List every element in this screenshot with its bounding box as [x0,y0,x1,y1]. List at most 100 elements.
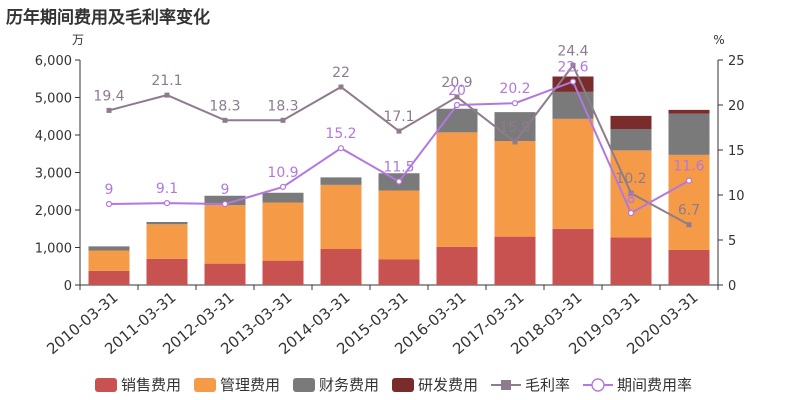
bar-segment [668,109,710,114]
data-point [453,101,461,109]
chart-title: 历年期间费用及毛利率变化 [6,8,210,28]
legend-marker [501,380,511,390]
data-label: 22.6 [557,60,588,76]
data-label: 18.3 [209,98,240,114]
bar-segment [436,108,478,133]
bar-segment [552,228,594,285]
legend-label: 毛利率 [525,376,570,394]
legend-swatch [194,378,216,392]
data-label: 24.4 [557,43,588,59]
data-point [628,190,634,196]
bar-segment [320,249,362,285]
data-label: 9.1 [156,181,178,197]
legend-label: 财务费用 [319,376,379,394]
data-label: 9 [221,182,230,198]
data-label: 15.2 [325,126,356,142]
y-right-tick-label: 10 [728,189,745,204]
data-label: 20.2 [499,81,530,97]
bar-segment [436,246,478,285]
legend-label: 管理费用 [220,376,280,394]
bar-segment [146,224,188,259]
bar-segment [610,115,652,129]
bar-segment [668,249,710,285]
data-point [163,200,171,207]
bar-segment [262,260,304,285]
bar-segment [320,177,362,185]
legend-label: 研发费用 [418,376,478,394]
bar-segment [320,184,362,249]
bar-segment [204,195,246,206]
y-left-tick-label: 0 [64,279,72,294]
bar-segment [436,132,478,247]
bar-segment [146,258,188,285]
legend-swatch [293,378,315,392]
y-left-tick-label: 1,000 [35,242,72,257]
data-label: 10.9 [267,165,298,181]
data-point [570,62,576,68]
bar-segment [378,190,420,260]
bar-segment [88,246,130,251]
bar-segment [262,192,304,203]
y-left-tick-label: 5,000 [35,92,72,107]
y-right-tick-label: 20 [728,99,745,114]
data-point [222,117,228,123]
bar-segment [610,237,652,285]
data-label: 22 [332,65,350,81]
data-label: 11.6 [673,159,704,175]
data-label: 9 [105,182,114,198]
data-label: 15.9 [499,120,530,136]
data-label: 21.1 [151,73,182,89]
data-point [512,139,518,145]
legend-swatch [95,378,117,392]
bar-segment [204,205,246,264]
legend-swatch [392,378,414,392]
bar-segment [668,154,710,250]
bar-segment [262,202,304,261]
y-left-tick-label: 4,000 [35,129,72,144]
data-label: 11.5 [383,160,414,176]
data-label: 18.3 [267,98,298,114]
y-left-tick-label: 6,000 [35,54,72,69]
data-point [105,200,113,208]
bar-segment [610,129,652,151]
bar-segment [204,263,246,285]
data-point [686,222,692,228]
data-point [106,107,112,113]
y-right-tick-label: 0 [728,279,736,294]
data-point [627,209,635,217]
y-right-tick-label: 25 [728,54,745,69]
bar-segment [494,236,536,285]
data-point [685,177,693,184]
data-label: 20 [448,83,466,99]
bar-segment [552,118,594,229]
data-label: 8 [627,191,636,207]
data-point [511,100,519,107]
bar-segment [494,112,536,141]
left-unit-label: 万 [72,33,84,47]
right-unit-label: % [713,33,724,47]
data-point [279,183,287,190]
data-label: 20.9 [441,75,472,91]
data-point [395,178,403,185]
bar-segment [494,141,536,237]
data-point [338,84,344,90]
data-point [337,145,345,152]
bar-segment [378,259,420,285]
legend-label: 销售费用 [121,376,181,394]
legend-label: 期间费用率 [617,376,692,394]
legend-marker [591,378,605,392]
y-left-tick-label: 2,000 [35,204,72,219]
data-point [164,92,170,98]
y-right-tick-label: 15 [728,144,745,159]
data-point [280,117,286,123]
data-label: 6.7 [678,203,700,219]
bar-segment [146,222,188,225]
bar-segment [88,270,130,285]
data-point [454,94,460,100]
data-label: 17.1 [383,109,414,125]
data-label: 19.4 [93,88,124,104]
y-right-tick-label: 5 [728,234,736,249]
bar-segment [88,250,130,271]
bar-segment [668,113,710,155]
